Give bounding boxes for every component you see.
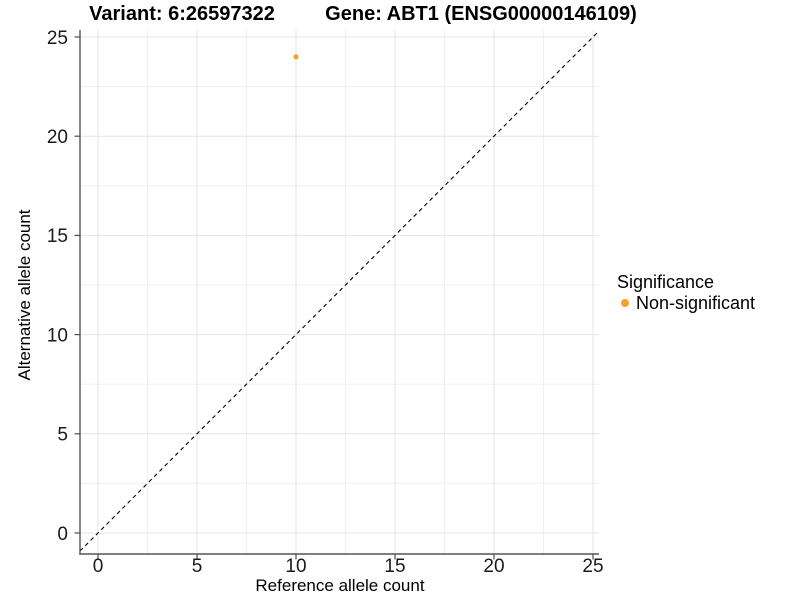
gridlines-major xyxy=(80,30,599,554)
axes xyxy=(79,30,599,555)
legend: Significance Non-significant xyxy=(617,272,755,313)
legend-swatch-dot xyxy=(621,299,629,307)
y-tick-label: 10 xyxy=(47,326,68,347)
x-tick-label: 25 xyxy=(582,556,603,577)
x-tick-label: 15 xyxy=(384,556,405,577)
y-tick-label: 0 xyxy=(57,524,68,545)
tick-marks xyxy=(74,36,594,560)
x-tick-label: 10 xyxy=(285,556,306,577)
variant-title: Variant: 6:26597322 xyxy=(89,3,275,25)
legend-title: Significance xyxy=(617,272,714,292)
y-tick-label: 20 xyxy=(47,127,68,148)
x-tick-label: 5 xyxy=(192,556,203,577)
x-axis-title: Reference allele count xyxy=(255,576,424,595)
plot-titles: Variant: 6:26597322 Gene: ABT1 (ENSG0000… xyxy=(89,3,637,25)
legend-entry-label: Non-significant xyxy=(636,293,755,313)
x-tick-labels: 0 5 10 15 20 25 xyxy=(93,556,604,577)
plot-panel xyxy=(80,30,599,554)
y-axis-title: Alternative allele count xyxy=(15,209,34,380)
y-tick-label: 15 xyxy=(47,226,68,247)
data-point xyxy=(293,54,299,60)
gene-title: Gene: ABT1 (ENSG00000146109) xyxy=(325,3,637,25)
y-tick-label: 25 xyxy=(47,28,68,49)
gridlines-minor xyxy=(80,30,599,554)
y-tick-label: 5 xyxy=(57,425,68,446)
x-tick-label: 0 xyxy=(93,556,104,577)
x-tick-label: 20 xyxy=(483,556,504,577)
identity-line xyxy=(79,30,600,552)
y-tick-labels: 0 5 10 15 20 25 xyxy=(47,28,68,545)
